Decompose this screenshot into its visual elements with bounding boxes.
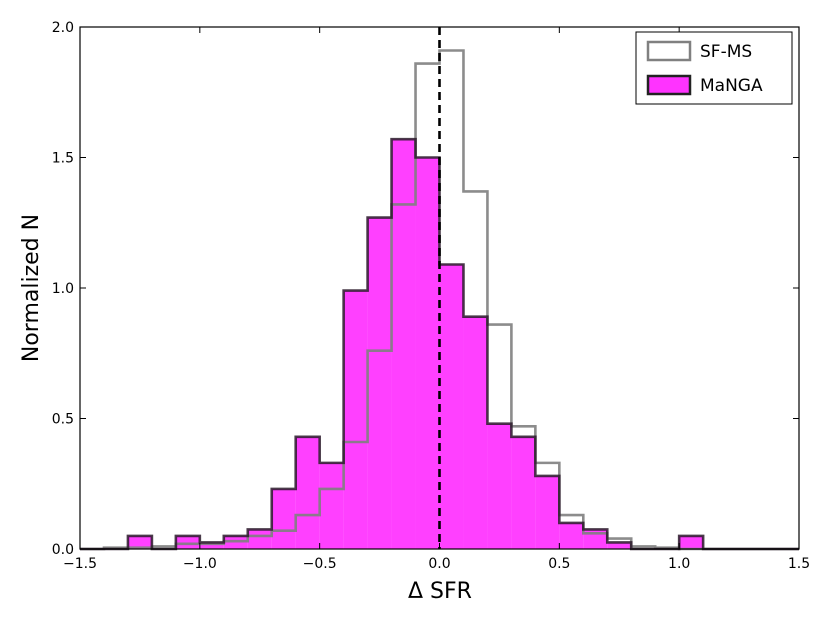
manga-bar	[199, 542, 224, 549]
manga-bar	[439, 264, 464, 549]
manga-bar	[295, 436, 320, 549]
manga-bar	[559, 522, 584, 549]
legend: SF-MS MaNGA	[635, 31, 793, 105]
legend-swatch-manga	[646, 74, 692, 96]
y-tick-label: 0.0	[52, 542, 74, 558]
x-tick-label: 1.0	[668, 556, 690, 572]
manga-bar	[367, 217, 392, 549]
manga-bar	[175, 535, 200, 549]
x-tick-label: −1.5	[63, 556, 97, 572]
x-tick-label: −0.5	[303, 556, 337, 572]
y-tick-label: 1.0	[52, 281, 74, 297]
legend-label-manga: MaNGA	[700, 76, 763, 96]
manga-bar	[127, 535, 152, 549]
manga-bar	[223, 535, 248, 549]
x-tick-label: 0.0	[428, 556, 450, 572]
plot-frame	[79, 26, 800, 550]
manga-bar	[535, 475, 560, 549]
y-axis-label: Normalized N	[19, 214, 44, 362]
manga-bar	[343, 290, 368, 549]
legend-swatch-sf-ms	[646, 40, 692, 62]
manga-bar	[391, 139, 416, 550]
manga-bar	[511, 436, 536, 549]
manga-bar	[247, 529, 272, 549]
x-tick-label: −1.0	[183, 556, 217, 572]
manga-bar	[679, 535, 704, 549]
legend-label-sf-ms: SF-MS	[700, 42, 752, 62]
manga-bar	[463, 316, 488, 549]
y-tick-label: 0.5	[52, 412, 74, 428]
manga-bar	[271, 488, 296, 549]
manga-bar	[487, 423, 512, 549]
manga-bar	[607, 542, 632, 549]
axis-ticks: −1.5 −1.0 −0.5 0.0 0.5 1.0 1.5 0.0 0.5 1.0 1.5 2.0	[52, 20, 810, 572]
plot-area	[80, 27, 799, 551]
x-tick-label: 1.5	[788, 556, 810, 572]
x-tick-label: 0.5	[548, 556, 570, 572]
manga-bar	[415, 157, 440, 549]
y-tick-label: 2.0	[52, 20, 74, 36]
x-axis-label: Δ SFR	[408, 579, 472, 604]
sf-ms-outline	[80, 49, 799, 551]
manga-bar	[319, 462, 344, 549]
y-tick-label: 1.5	[52, 151, 74, 167]
